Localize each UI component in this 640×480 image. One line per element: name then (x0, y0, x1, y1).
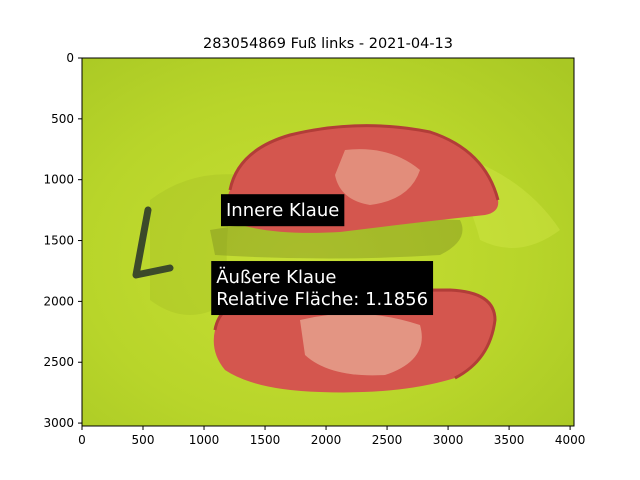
x-tick-label: 2000 (311, 433, 342, 447)
x-tick-label: 3000 (433, 433, 464, 447)
annotation-text: Innere Klaue (226, 200, 339, 221)
annotation-text: Äußere Klaue (216, 267, 336, 288)
x-tick-label: 0 (78, 433, 86, 447)
y-tick-label: 500 (51, 112, 74, 126)
annotation: Innere Klaue (220, 194, 345, 227)
y-tick-label: 2000 (43, 294, 74, 308)
inner-claw-rim (228, 124, 500, 201)
photo (82, 58, 574, 426)
x-tick-label: 500 (132, 433, 155, 447)
axes-frame (81, 57, 575, 427)
x-tick-label: 1000 (189, 433, 220, 447)
annotation-box (220, 194, 345, 227)
marker-letter-l (132, 206, 174, 279)
y-tick-label: 1500 (43, 234, 74, 248)
x-tick-label: 4000 (555, 433, 586, 447)
inner-claw-detail (335, 149, 420, 205)
x-tick-label: 1500 (250, 433, 281, 447)
outer-claw-detail (300, 313, 422, 376)
annotation-box (211, 261, 434, 316)
x-tick-label: 2500 (372, 433, 403, 447)
annotation-text: Relative Fläche: 1.1856 (216, 289, 428, 310)
x-axis: 0 500 1000 1500 2000 2500 3000 3500 4000 (78, 426, 585, 447)
chart-title: 283054869 Fuß links - 2021-04-13 (203, 36, 453, 52)
y-axis: 0 500 1000 1500 2000 2500 3000 (43, 51, 82, 430)
x-tick-label: 3500 (494, 433, 525, 447)
y-tick-label: 0 (66, 51, 74, 65)
y-tick-label: 3000 (43, 416, 74, 430)
y-tick-label: 2500 (43, 355, 74, 369)
y-tick-label: 1000 (43, 173, 74, 187)
